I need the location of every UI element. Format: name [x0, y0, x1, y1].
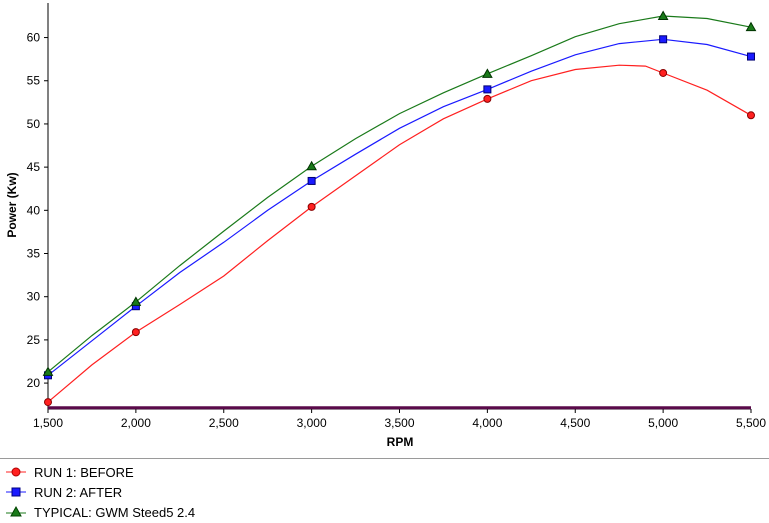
- legend-label-run2: RUN 2: AFTER: [34, 484, 123, 500]
- legend-item-run2[interactable]: RUN 2: AFTER: [6, 483, 122, 501]
- y-tick-label: 60: [27, 31, 41, 45]
- x-tick-label: 4,500: [560, 416, 590, 430]
- series-1-point: [659, 68, 668, 77]
- y-tick-label: 50: [27, 117, 41, 131]
- y-tick-label: 40: [27, 203, 41, 217]
- axes: [47, 3, 751, 410]
- series-1-point: [483, 94, 492, 103]
- series-markers: [42, 10, 757, 407]
- x-tick-label: 3,500: [384, 416, 414, 430]
- y-tick-label: 30: [27, 290, 41, 304]
- x-tick-label: 5,000: [648, 416, 678, 430]
- blue-square-icon: [6, 487, 26, 497]
- y-axis-title: Power (Kw): [5, 172, 19, 237]
- series-3-point: [306, 160, 317, 171]
- y-tick-label: 20: [27, 376, 41, 390]
- series-line-1: [47, 64, 752, 403]
- y-tick-label: 25: [27, 333, 41, 347]
- green-triangle-icon: [6, 505, 26, 517]
- legend-item-typical[interactable]: TYPICAL: GWM Steed5 2.4: [6, 503, 195, 521]
- red-circle-icon: [6, 467, 26, 477]
- series-line-3: [47, 15, 752, 373]
- series-2-point: [659, 35, 668, 44]
- y-tick-label: 35: [27, 247, 41, 261]
- series-3-point: [657, 10, 669, 20]
- y-tick-label: 55: [27, 74, 41, 88]
- series-2-point: [307, 176, 316, 185]
- y-tick-label: 45: [27, 160, 41, 174]
- series-line-2: [47, 38, 752, 376]
- x-tick-label: 2,000: [121, 416, 151, 430]
- series-2-point: [483, 85, 492, 94]
- series-3-point: [745, 21, 757, 32]
- series-3-point: [42, 366, 54, 376]
- power-chart: 1,500 2,000 2,500 3,000 3,500 4,000 4,500 5,000…: [5, 3, 766, 449]
- x-axis-ticks: 1,500 2,000 2,500 3,000 3,500 4,000 4,500 5,000…: [33, 409, 766, 430]
- series-1-point: [44, 398, 52, 407]
- legend-item-run1[interactable]: RUN 1: BEFORE: [6, 463, 134, 481]
- series-1-point: [747, 111, 755, 120]
- legend-label-run1: RUN 1: BEFORE: [34, 464, 134, 480]
- series-1-point: [131, 328, 140, 337]
- legend-label-typical: TYPICAL: GWM Steed5 2.4: [34, 504, 196, 520]
- x-tick-label: 1,500: [33, 416, 63, 430]
- legend: RUN 1: BEFORE RUN 2: AFTER TYPICAL: GWM …: [0, 458, 769, 523]
- series-3-point: [130, 296, 142, 306]
- series-lines: [47, 15, 752, 403]
- series-1-point: [307, 202, 316, 211]
- x-tick-label: 5,500: [736, 416, 766, 430]
- x-tick-label: 3,000: [297, 416, 327, 430]
- x-tick-label: 2,500: [209, 416, 239, 430]
- series-3-point: [482, 68, 493, 78]
- series-2-point: [747, 52, 755, 61]
- y-axis-ticks: 20 25 30 35 40 45 50 55 60: [27, 31, 48, 390]
- x-axis-title: RPM: [387, 435, 414, 449]
- x-tick-label: 4,000: [472, 416, 502, 430]
